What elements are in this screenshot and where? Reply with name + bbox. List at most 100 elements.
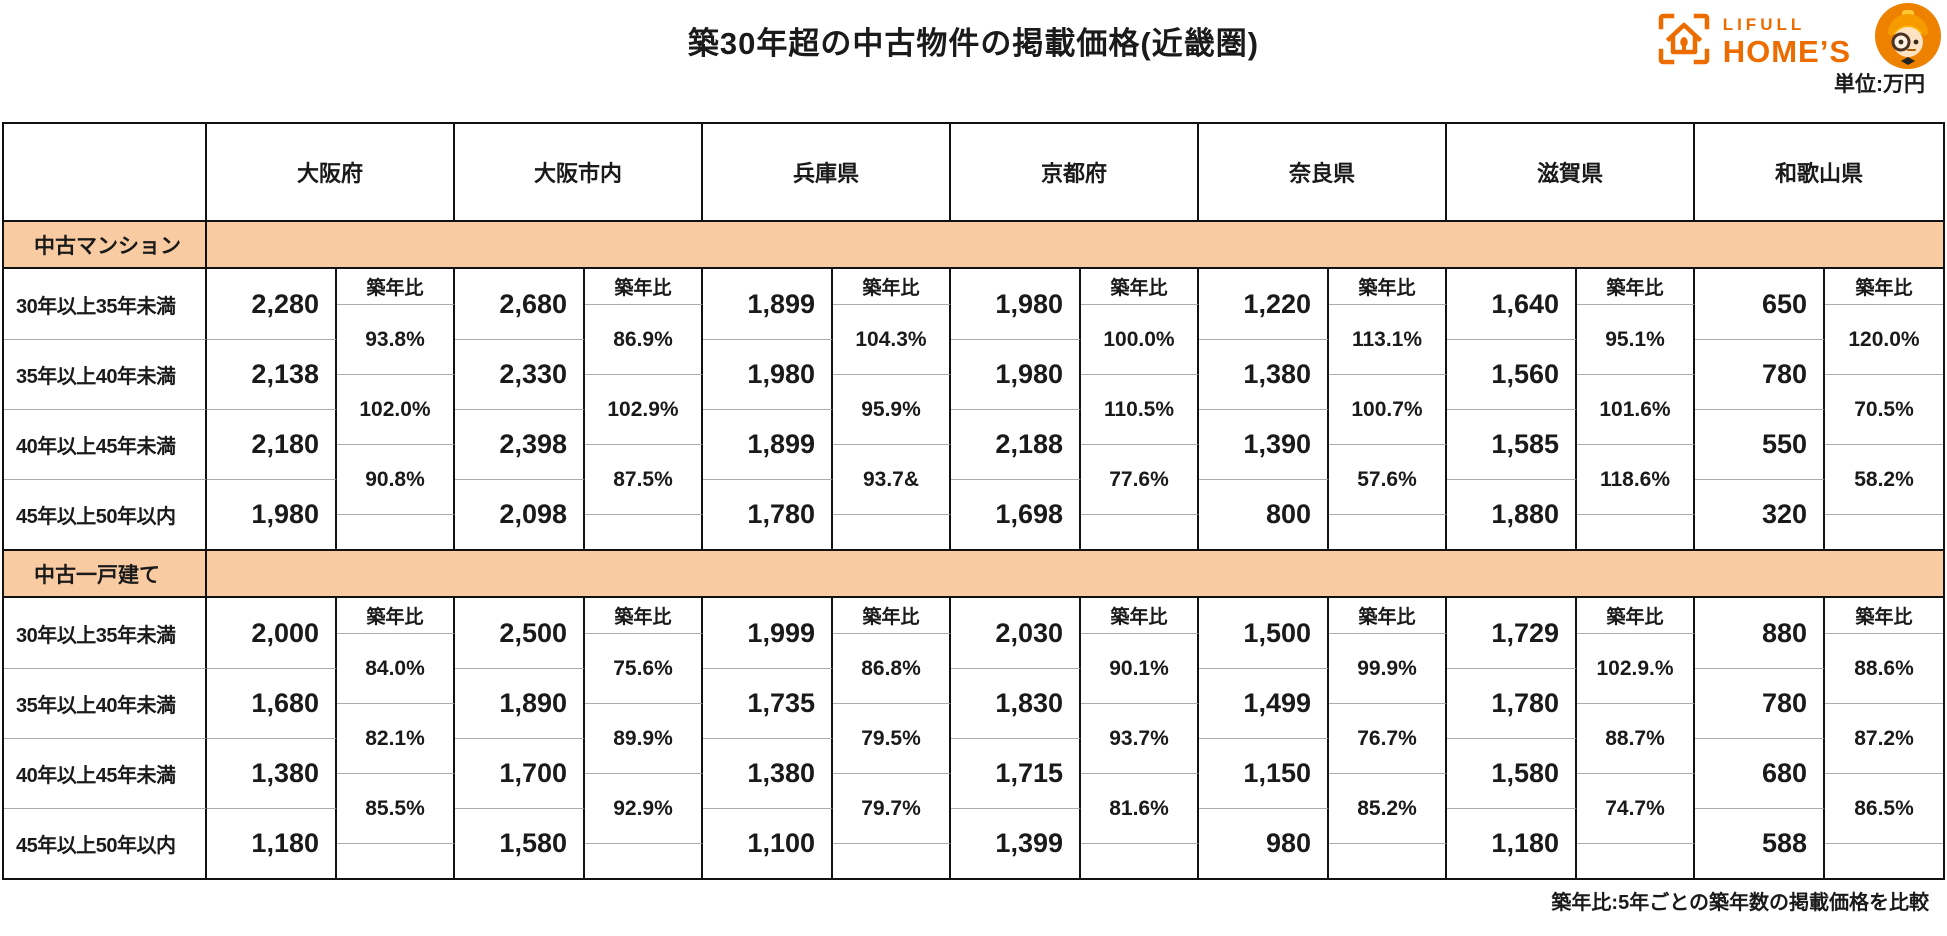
ratio-cell: 86.8% (833, 633, 951, 703)
ratio-cell: 79.7% (833, 773, 951, 843)
ratio-empty-cell (1825, 514, 1943, 549)
ratio-empty-cell (1081, 514, 1199, 549)
column-header: 京都府 (951, 124, 1199, 220)
ratio-empty-cell (833, 514, 951, 549)
ratio-cell: 113.1% (1329, 304, 1447, 374)
section-band (207, 220, 1943, 269)
ratio-header-cell: 築年比 (1577, 269, 1695, 304)
ratio-empty-cell (1329, 843, 1447, 878)
ratio-cell: 110.5% (1081, 374, 1199, 444)
ratio-header-cell: 築年比 (1081, 598, 1199, 633)
ratio-cell: 102.0% (337, 374, 455, 444)
price-cell: 2,000 (207, 598, 337, 668)
ratio-header-cell: 築年比 (1081, 269, 1199, 304)
ratio-cell: 82.1% (337, 703, 455, 773)
price-cell: 2,180 (207, 409, 337, 479)
row-label: 45年以上50年以内 (4, 808, 207, 878)
ratio-empty-cell (337, 843, 455, 878)
ratio-cell: 84.0% (337, 633, 455, 703)
ratio-cell: 87.5% (585, 444, 703, 514)
price-cell: 1,830 (951, 668, 1081, 738)
price-cell: 2,330 (455, 339, 585, 409)
ratio-cell: 86.9% (585, 304, 703, 374)
ratio-empty-cell (585, 843, 703, 878)
price-cell: 1,780 (1447, 668, 1577, 738)
ratio-cell: 57.6% (1329, 444, 1447, 514)
ratio-cell: 90.1% (1081, 633, 1199, 703)
house-brackets-icon (1657, 12, 1711, 71)
price-cell: 1,880 (1447, 479, 1577, 549)
ratio-cell: 87.2% (1825, 703, 1943, 773)
price-cell: 1,100 (703, 808, 833, 878)
ratio-empty-cell (1081, 843, 1199, 878)
ratio-cell: 74.7% (1577, 773, 1695, 843)
price-cell: 1,180 (1447, 808, 1577, 878)
row-label: 35年以上40年未満 (4, 668, 207, 738)
ratio-cell: 120.0% (1825, 304, 1943, 374)
price-cell: 650 (1695, 269, 1825, 339)
price-cell: 1,580 (455, 808, 585, 878)
ratio-header-cell: 築年比 (585, 598, 703, 633)
section-label: 中古マンション (4, 220, 207, 269)
price-cell: 1,399 (951, 808, 1081, 878)
footnote: 築年比:5年ごとの築年数の掲載価格を比較 (1551, 892, 1929, 914)
ratio-cell: 102.9% (585, 374, 703, 444)
ratio-cell: 93.7& (833, 444, 951, 514)
price-cell: 2,680 (455, 269, 585, 339)
ratio-header-cell: 築年比 (1855, 607, 1913, 628)
price-cell: 1,735 (703, 668, 833, 738)
ratio-cell: 85.5% (337, 773, 455, 843)
price-cell: 1,180 (207, 808, 337, 878)
ratio-cell: 85.2% (1329, 773, 1447, 843)
price-cell: 780 (1695, 339, 1825, 409)
price-cell: 320 (1695, 479, 1825, 549)
ratio-cell: 88.6% (1825, 633, 1943, 703)
price-cell: 1,999 (703, 598, 833, 668)
ratio-header-cell: 築年比 (337, 598, 455, 633)
ratio-empty-cell (337, 514, 455, 549)
price-cell: 2,098 (455, 479, 585, 549)
price-cell: 1,680 (207, 668, 337, 738)
ratio-cell: 102.9.% (1577, 633, 1695, 703)
price-cell: 680 (1695, 738, 1825, 808)
price-cell: 1,500 (1199, 598, 1329, 668)
row-label: 45年以上50年以内 (4, 479, 207, 549)
price-cell: 1,499 (1199, 668, 1329, 738)
ratio-cell: 70.5% (1825, 374, 1943, 444)
logo-lifull-text: LIFULL (1722, 15, 1806, 34)
price-cell: 2,280 (207, 269, 337, 339)
ratio-header-cell: 築年比 (585, 269, 703, 304)
price-cell: 1,380 (1199, 339, 1329, 409)
price-cell: 1,980 (951, 269, 1081, 339)
ratio-header-cell: 築年比 (337, 269, 455, 304)
ratio-cell: 95.9% (833, 374, 951, 444)
ratio-cell: 58.2% (1825, 444, 1943, 514)
ratio-empty-cell (585, 514, 703, 549)
price-cell: 1,980 (951, 339, 1081, 409)
ratio-empty-cell (1825, 843, 1943, 878)
ratio-cell: 101.6% (1577, 374, 1695, 444)
price-cell: 800 (1199, 479, 1329, 549)
ratio-header-cell: 築年比 (1855, 278, 1913, 299)
ratio-empty-cell (1577, 843, 1695, 878)
ratio-cell: 76.7% (1329, 703, 1447, 773)
price-cell: 1,390 (1199, 409, 1329, 479)
price-table: 大阪府 大阪市内 兵庫県 京都府 奈良県 滋賀県 和歌山県 中古マンション 30年以上35年未満… (2, 122, 1945, 880)
column-header: 奈良県 (1199, 124, 1447, 220)
price-cell: 980 (1199, 808, 1329, 878)
price-cell: 1,380 (703, 738, 833, 808)
page-title: 築30年超の中古物件の掲載価格(近畿圏) (687, 26, 1260, 61)
ratio-header-cell: 築年比 (1329, 269, 1447, 304)
price-cell: 780 (1695, 668, 1825, 738)
section-band (207, 549, 1943, 598)
price-cell: 1,899 (703, 269, 833, 339)
ratio-cell: 86.5% (1825, 773, 1943, 843)
ratio-header-cell: 築年比 (1329, 598, 1447, 633)
ratio-cell: 90.8% (337, 444, 455, 514)
ratio-cell: 88.7% (1577, 703, 1695, 773)
price-cell: 1,580 (1447, 738, 1577, 808)
price-cell: 1,729 (1447, 598, 1577, 668)
ratio-header-cell: 築年比 (833, 269, 951, 304)
price-cell: 2,030 (951, 598, 1081, 668)
ratio-cell: 118.6% (1577, 444, 1695, 514)
